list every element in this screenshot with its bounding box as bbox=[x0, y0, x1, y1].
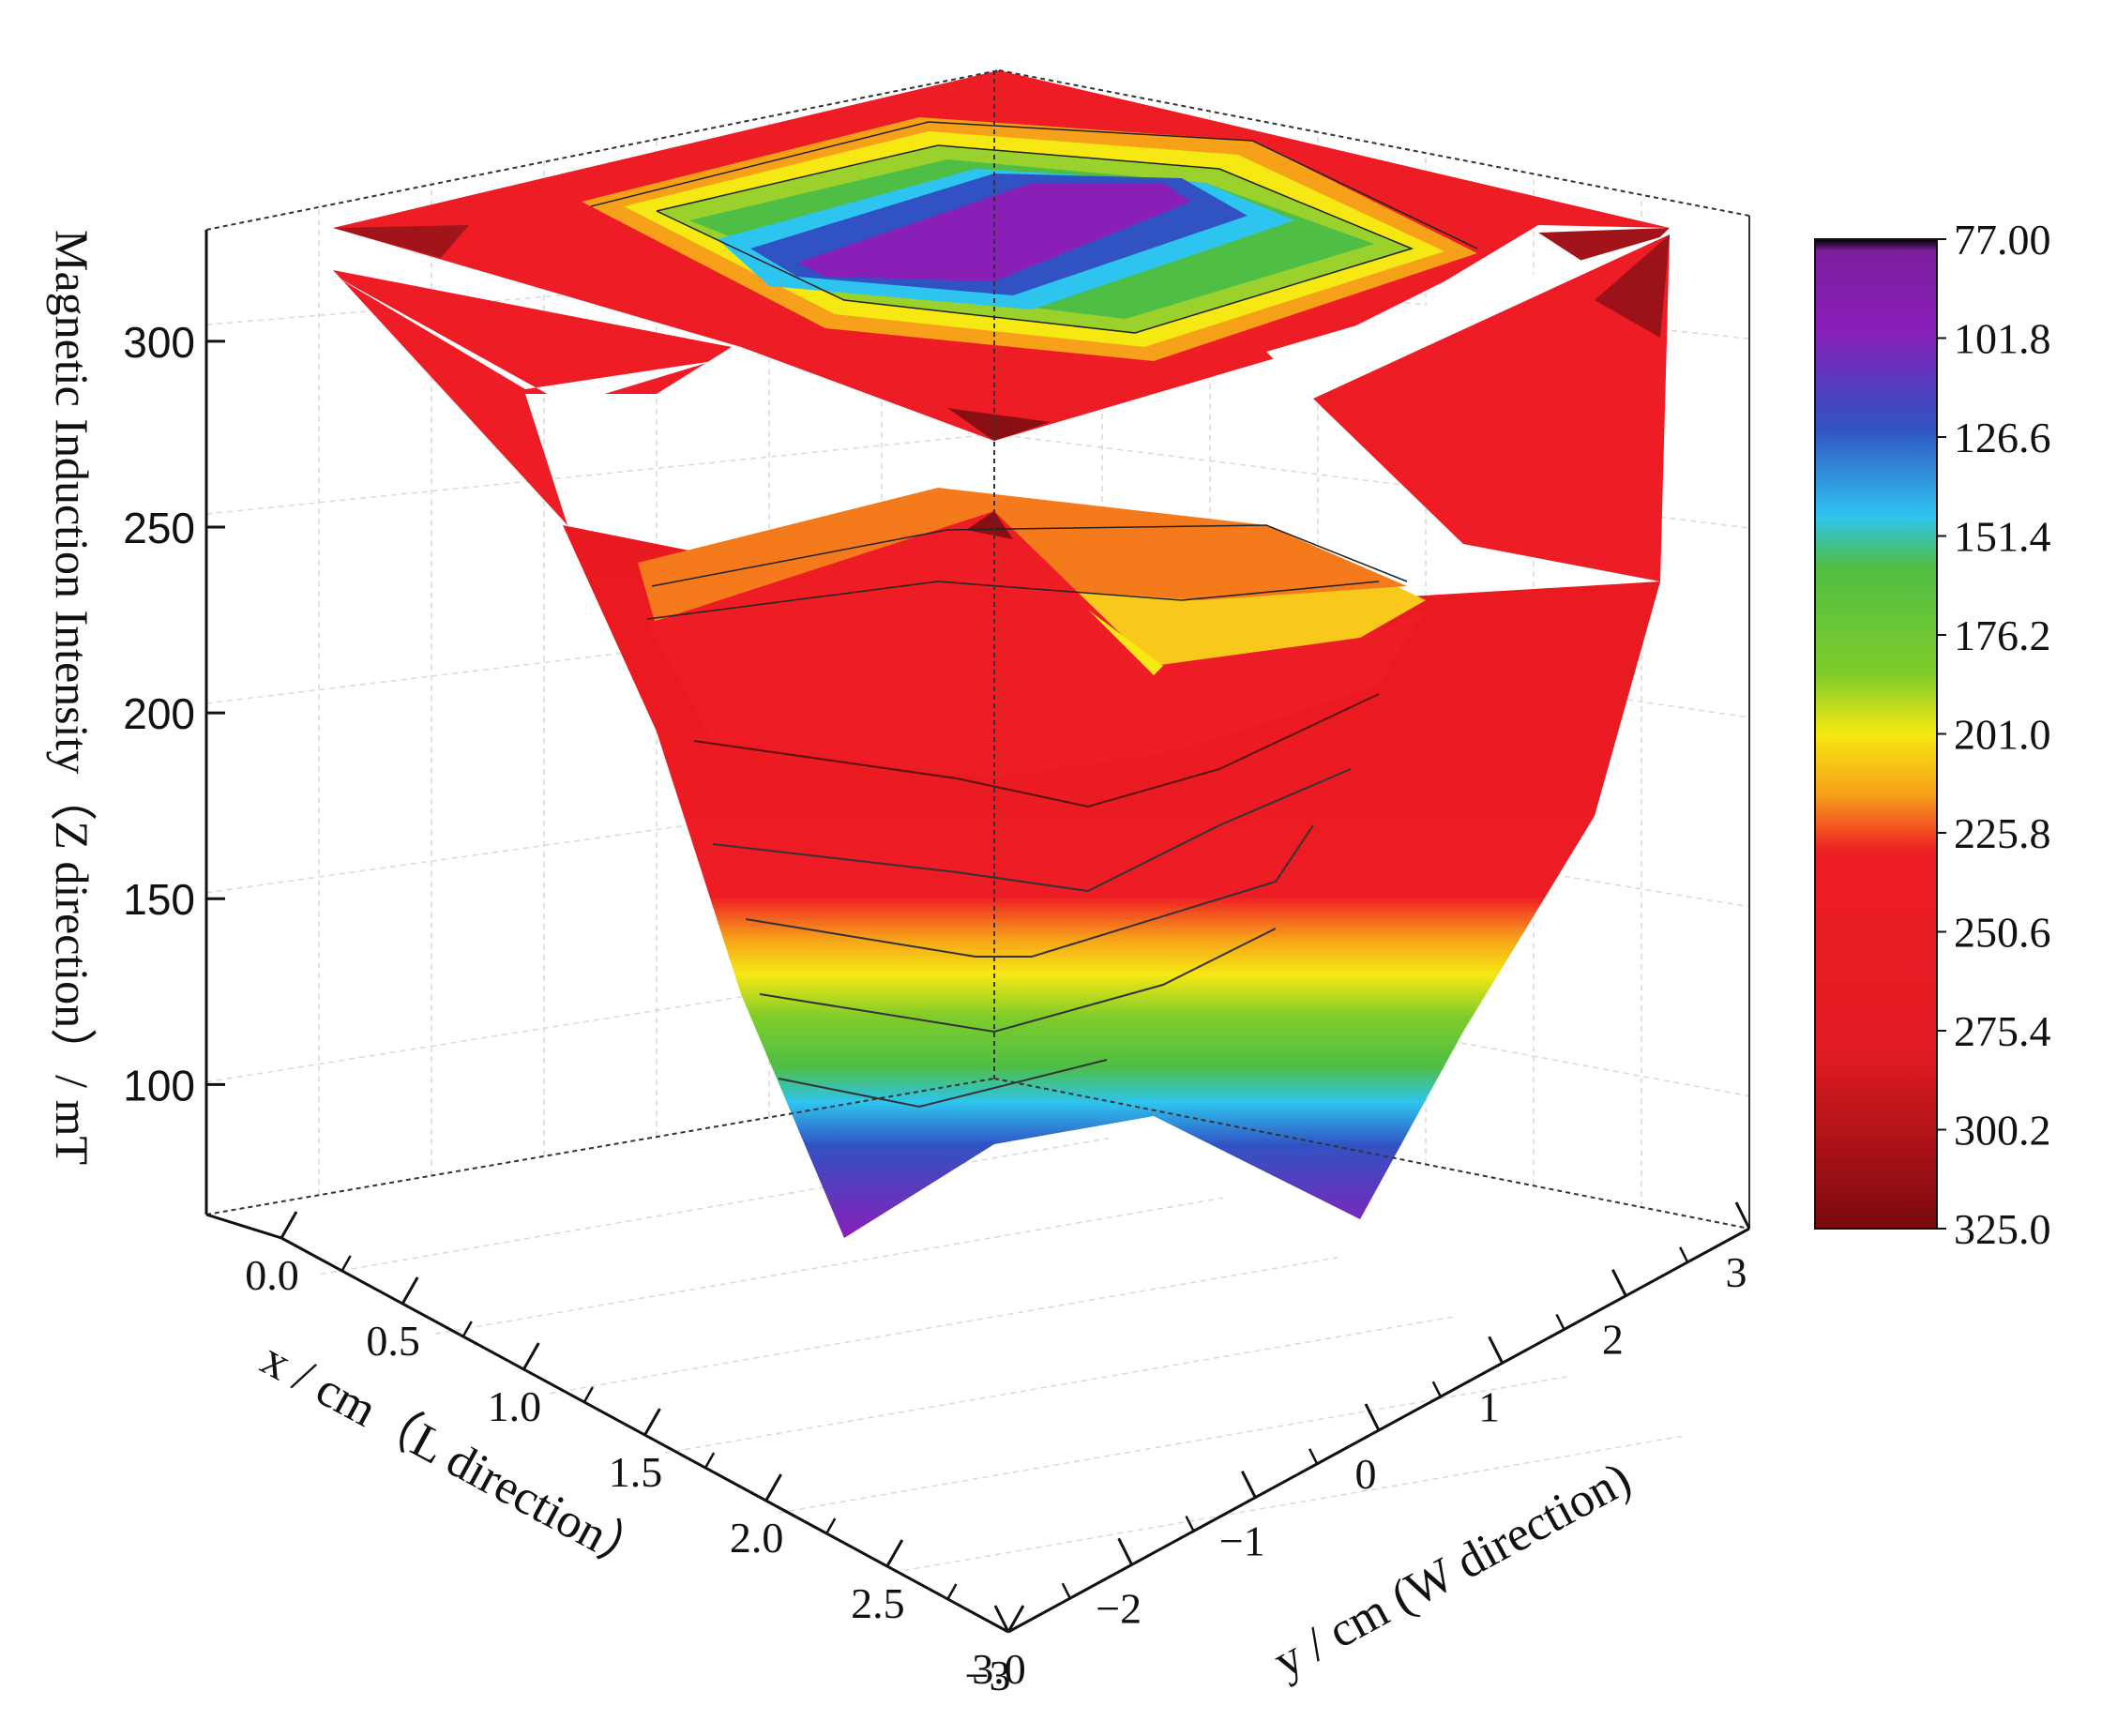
grid-line bbox=[321, 1137, 1110, 1276]
ticks-layer: 100 150 200 250 300 0.0 0.5 1.0 1.5 2.0 2.5 3.0−3 −2… bbox=[123, 318, 1751, 1699]
surface-dark-rim-right bbox=[1595, 234, 1670, 338]
contour-line-5 bbox=[778, 1059, 1108, 1109]
y-minor-tick bbox=[1679, 1246, 1689, 1263]
y-tick-label: −3 bbox=[965, 1652, 1011, 1699]
grid-line bbox=[435, 1197, 1224, 1335]
z-tick-label: 300 bbox=[123, 318, 195, 367]
x-tick-label: 3.0 bbox=[972, 1645, 1026, 1693]
surface-dark-corner-left bbox=[333, 225, 469, 258]
x-minor-tick bbox=[582, 1386, 595, 1403]
y-tick-label: 2 bbox=[1602, 1316, 1624, 1364]
frame-edge bbox=[998, 69, 1750, 217]
colorbar-label: 126.6 bbox=[1954, 414, 2051, 461]
inner-plate-dark-notch bbox=[947, 408, 1051, 441]
colorbar-gradient bbox=[1814, 238, 1938, 1230]
y-minor-tick bbox=[1185, 1515, 1195, 1532]
contour-line-6 bbox=[646, 581, 1380, 620]
contour-line-4 bbox=[759, 928, 1277, 1034]
y-tick-mark bbox=[993, 1605, 1010, 1633]
colorbar-label: 201.0 bbox=[1954, 711, 2051, 759]
y-tick-mark bbox=[1734, 1201, 1751, 1230]
x-tick-mark bbox=[401, 1276, 419, 1305]
x-tick-mark bbox=[280, 1211, 298, 1239]
frame-edge bbox=[993, 1078, 1750, 1230]
colorbar-label: 151.4 bbox=[1954, 513, 2051, 561]
x-axis-title: x / cm（L direction） bbox=[252, 1332, 658, 1585]
x-tick-mark bbox=[522, 1342, 540, 1370]
grid-line bbox=[779, 1376, 1567, 1514]
y-minor-tick bbox=[1061, 1582, 1071, 1599]
x-minor-tick bbox=[461, 1321, 473, 1337]
surface-rim-right bbox=[1313, 234, 1670, 581]
colorbar-label: 77.00 bbox=[1954, 216, 2051, 264]
colorbar-label: 250.6 bbox=[1954, 909, 2051, 957]
colorbar-label: 300.2 bbox=[1954, 1107, 2051, 1155]
x-minor-tick bbox=[825, 1517, 837, 1534]
y-tick-mark bbox=[1117, 1537, 1134, 1566]
contour-line-1 bbox=[693, 693, 1380, 808]
z-tick-label: 250 bbox=[123, 504, 195, 552]
contour-line-9 bbox=[656, 144, 1414, 334]
y-minor-tick bbox=[1431, 1381, 1442, 1397]
grid-line bbox=[550, 1256, 1338, 1395]
y-tick-mark bbox=[1488, 1336, 1505, 1365]
contour-line-3 bbox=[745, 824, 1314, 958]
surface-gap-right bbox=[1266, 234, 1670, 399]
z-tick-label: 150 bbox=[123, 875, 195, 924]
y-axis-title: y / cm (W direction) bbox=[1265, 1452, 1640, 1688]
y-tick-mark bbox=[1240, 1470, 1257, 1499]
colorbar-label: 225.8 bbox=[1954, 809, 2051, 857]
x-tick-label: 2.0 bbox=[730, 1514, 784, 1562]
x-tick-mark bbox=[885, 1539, 904, 1567]
grid-line bbox=[664, 1316, 1453, 1455]
y-tick-label: 3 bbox=[1726, 1248, 1747, 1296]
frame-edge bbox=[205, 1078, 995, 1215]
x-tick-mark bbox=[764, 1473, 782, 1502]
y-tick-mark bbox=[1364, 1403, 1381, 1431]
x-tick-label: 0.0 bbox=[245, 1251, 299, 1299]
surface-layer bbox=[333, 70, 1670, 1238]
frame-edge bbox=[205, 1213, 282, 1240]
z-tick-label: 100 bbox=[123, 1061, 195, 1110]
x-tick-label: 2.5 bbox=[851, 1579, 905, 1627]
inner-yellow-notch bbox=[1088, 610, 1163, 675]
x-tick-mark bbox=[643, 1408, 661, 1436]
y-tick-label: 1 bbox=[1478, 1382, 1500, 1430]
x-minor-tick bbox=[946, 1583, 958, 1600]
colorbar-label: 101.8 bbox=[1954, 315, 2051, 363]
x-tick-mark bbox=[1006, 1605, 1025, 1633]
contour-line-7 bbox=[651, 524, 1408, 587]
x-tick-label: 1.5 bbox=[609, 1448, 663, 1496]
x-tick-label: 0.5 bbox=[366, 1317, 420, 1365]
colorbar-label: 325.0 bbox=[1954, 1205, 2051, 1253]
inner-plate-dark-tip bbox=[966, 511, 1013, 539]
y-tick-label: 0 bbox=[1355, 1450, 1377, 1498]
y-tick-label: −2 bbox=[1096, 1584, 1142, 1632]
colorbar-label: 176.2 bbox=[1954, 611, 2051, 659]
x-minor-tick bbox=[340, 1255, 352, 1272]
x-tick-label: 1.0 bbox=[488, 1382, 542, 1430]
colorbar-label: 275.4 bbox=[1954, 1007, 2051, 1055]
contour-line-8 bbox=[590, 121, 1478, 249]
contour-line-2 bbox=[712, 768, 1352, 893]
x-minor-tick bbox=[703, 1452, 716, 1469]
y-minor-tick bbox=[1555, 1313, 1565, 1331]
grid-line bbox=[205, 433, 995, 515]
colorbar: 77.00 101.8 126.6 151.4 176.2 201.0 225.8 250.6… bbox=[1814, 216, 2051, 1253]
y-minor-tick bbox=[1308, 1448, 1319, 1465]
y-tick-label: −1 bbox=[1219, 1517, 1265, 1565]
z-tick-label: 200 bbox=[123, 689, 195, 738]
inner-plate-red bbox=[647, 511, 1426, 778]
y-tick-mark bbox=[1611, 1268, 1627, 1297]
z-axis-title: Magnetic Induction Intensity（Z direction… bbox=[46, 230, 98, 1165]
